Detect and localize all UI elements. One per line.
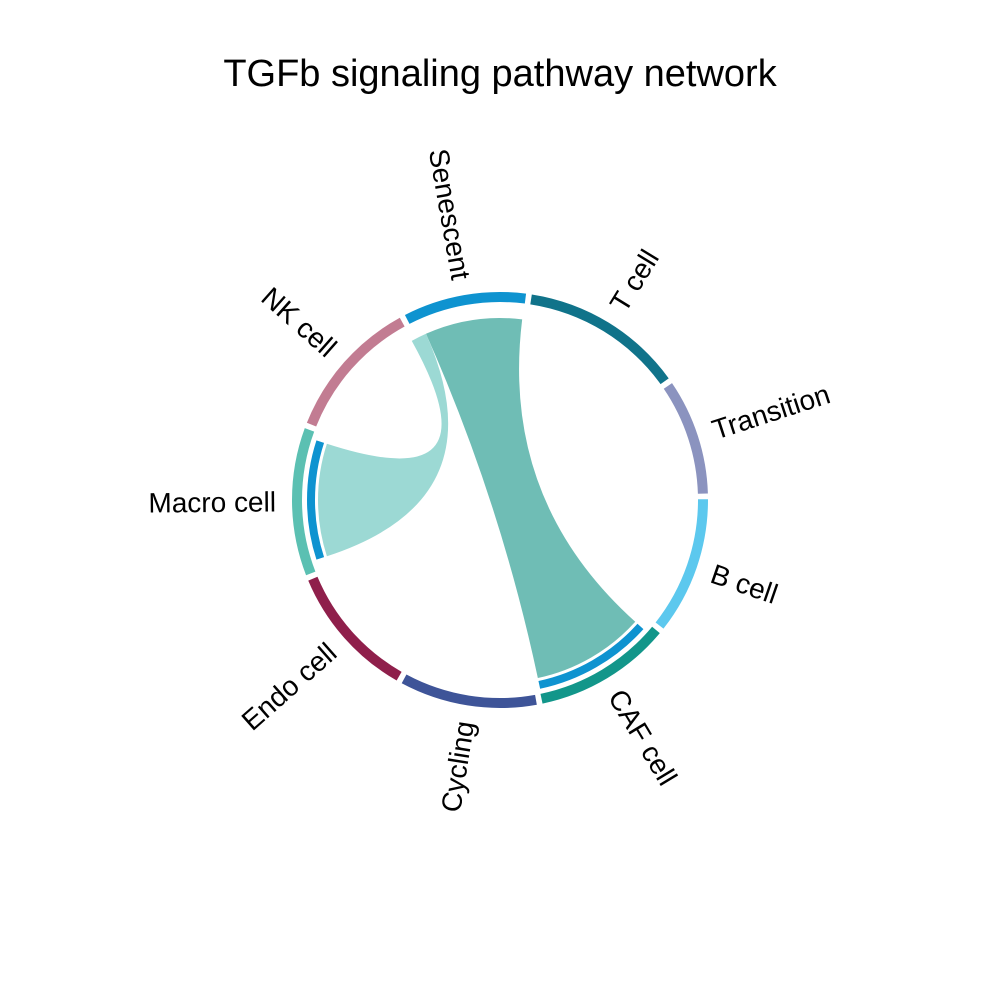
sector-label-nk-cell: NK cell <box>256 281 343 363</box>
sector-arc-b-cell <box>655 499 709 629</box>
sector-label-senescent: Senescent <box>423 146 477 282</box>
chord-link-senescent-to-macro-cell <box>318 333 449 557</box>
sector-arc-transition <box>663 383 708 494</box>
sector-label-endo-cell: Endo cell <box>236 637 343 737</box>
sector-arc-cycling <box>401 674 537 708</box>
sector-arc-t-cell <box>530 294 669 385</box>
sector-arc-caf-cell <box>540 626 660 704</box>
sector-arc-endo-cell <box>308 576 402 681</box>
sector-label-b-cell: B cell <box>707 558 782 610</box>
sector-label-caf-cell: CAF cell <box>602 684 683 791</box>
link-indicator-macro-cell <box>307 440 325 560</box>
sector-label-t-cell: T cell <box>604 244 665 317</box>
sector-arc-nk-cell <box>306 317 405 427</box>
sector-arc-macro-cell <box>291 428 316 576</box>
links-layer <box>307 318 644 689</box>
chord-link-senescent-to-caf-cell <box>425 318 636 679</box>
sector-label-transition: Transition <box>708 378 834 445</box>
sector-arc-senescent <box>404 291 527 324</box>
sector-label-macro-cell: Macro cell <box>148 486 276 518</box>
sector-label-cycling: Cycling <box>435 719 480 815</box>
link-indicator-caf-cell <box>538 623 644 689</box>
chart-title: TGFb signaling pathway network <box>223 53 777 95</box>
sectors-layer <box>291 291 709 708</box>
